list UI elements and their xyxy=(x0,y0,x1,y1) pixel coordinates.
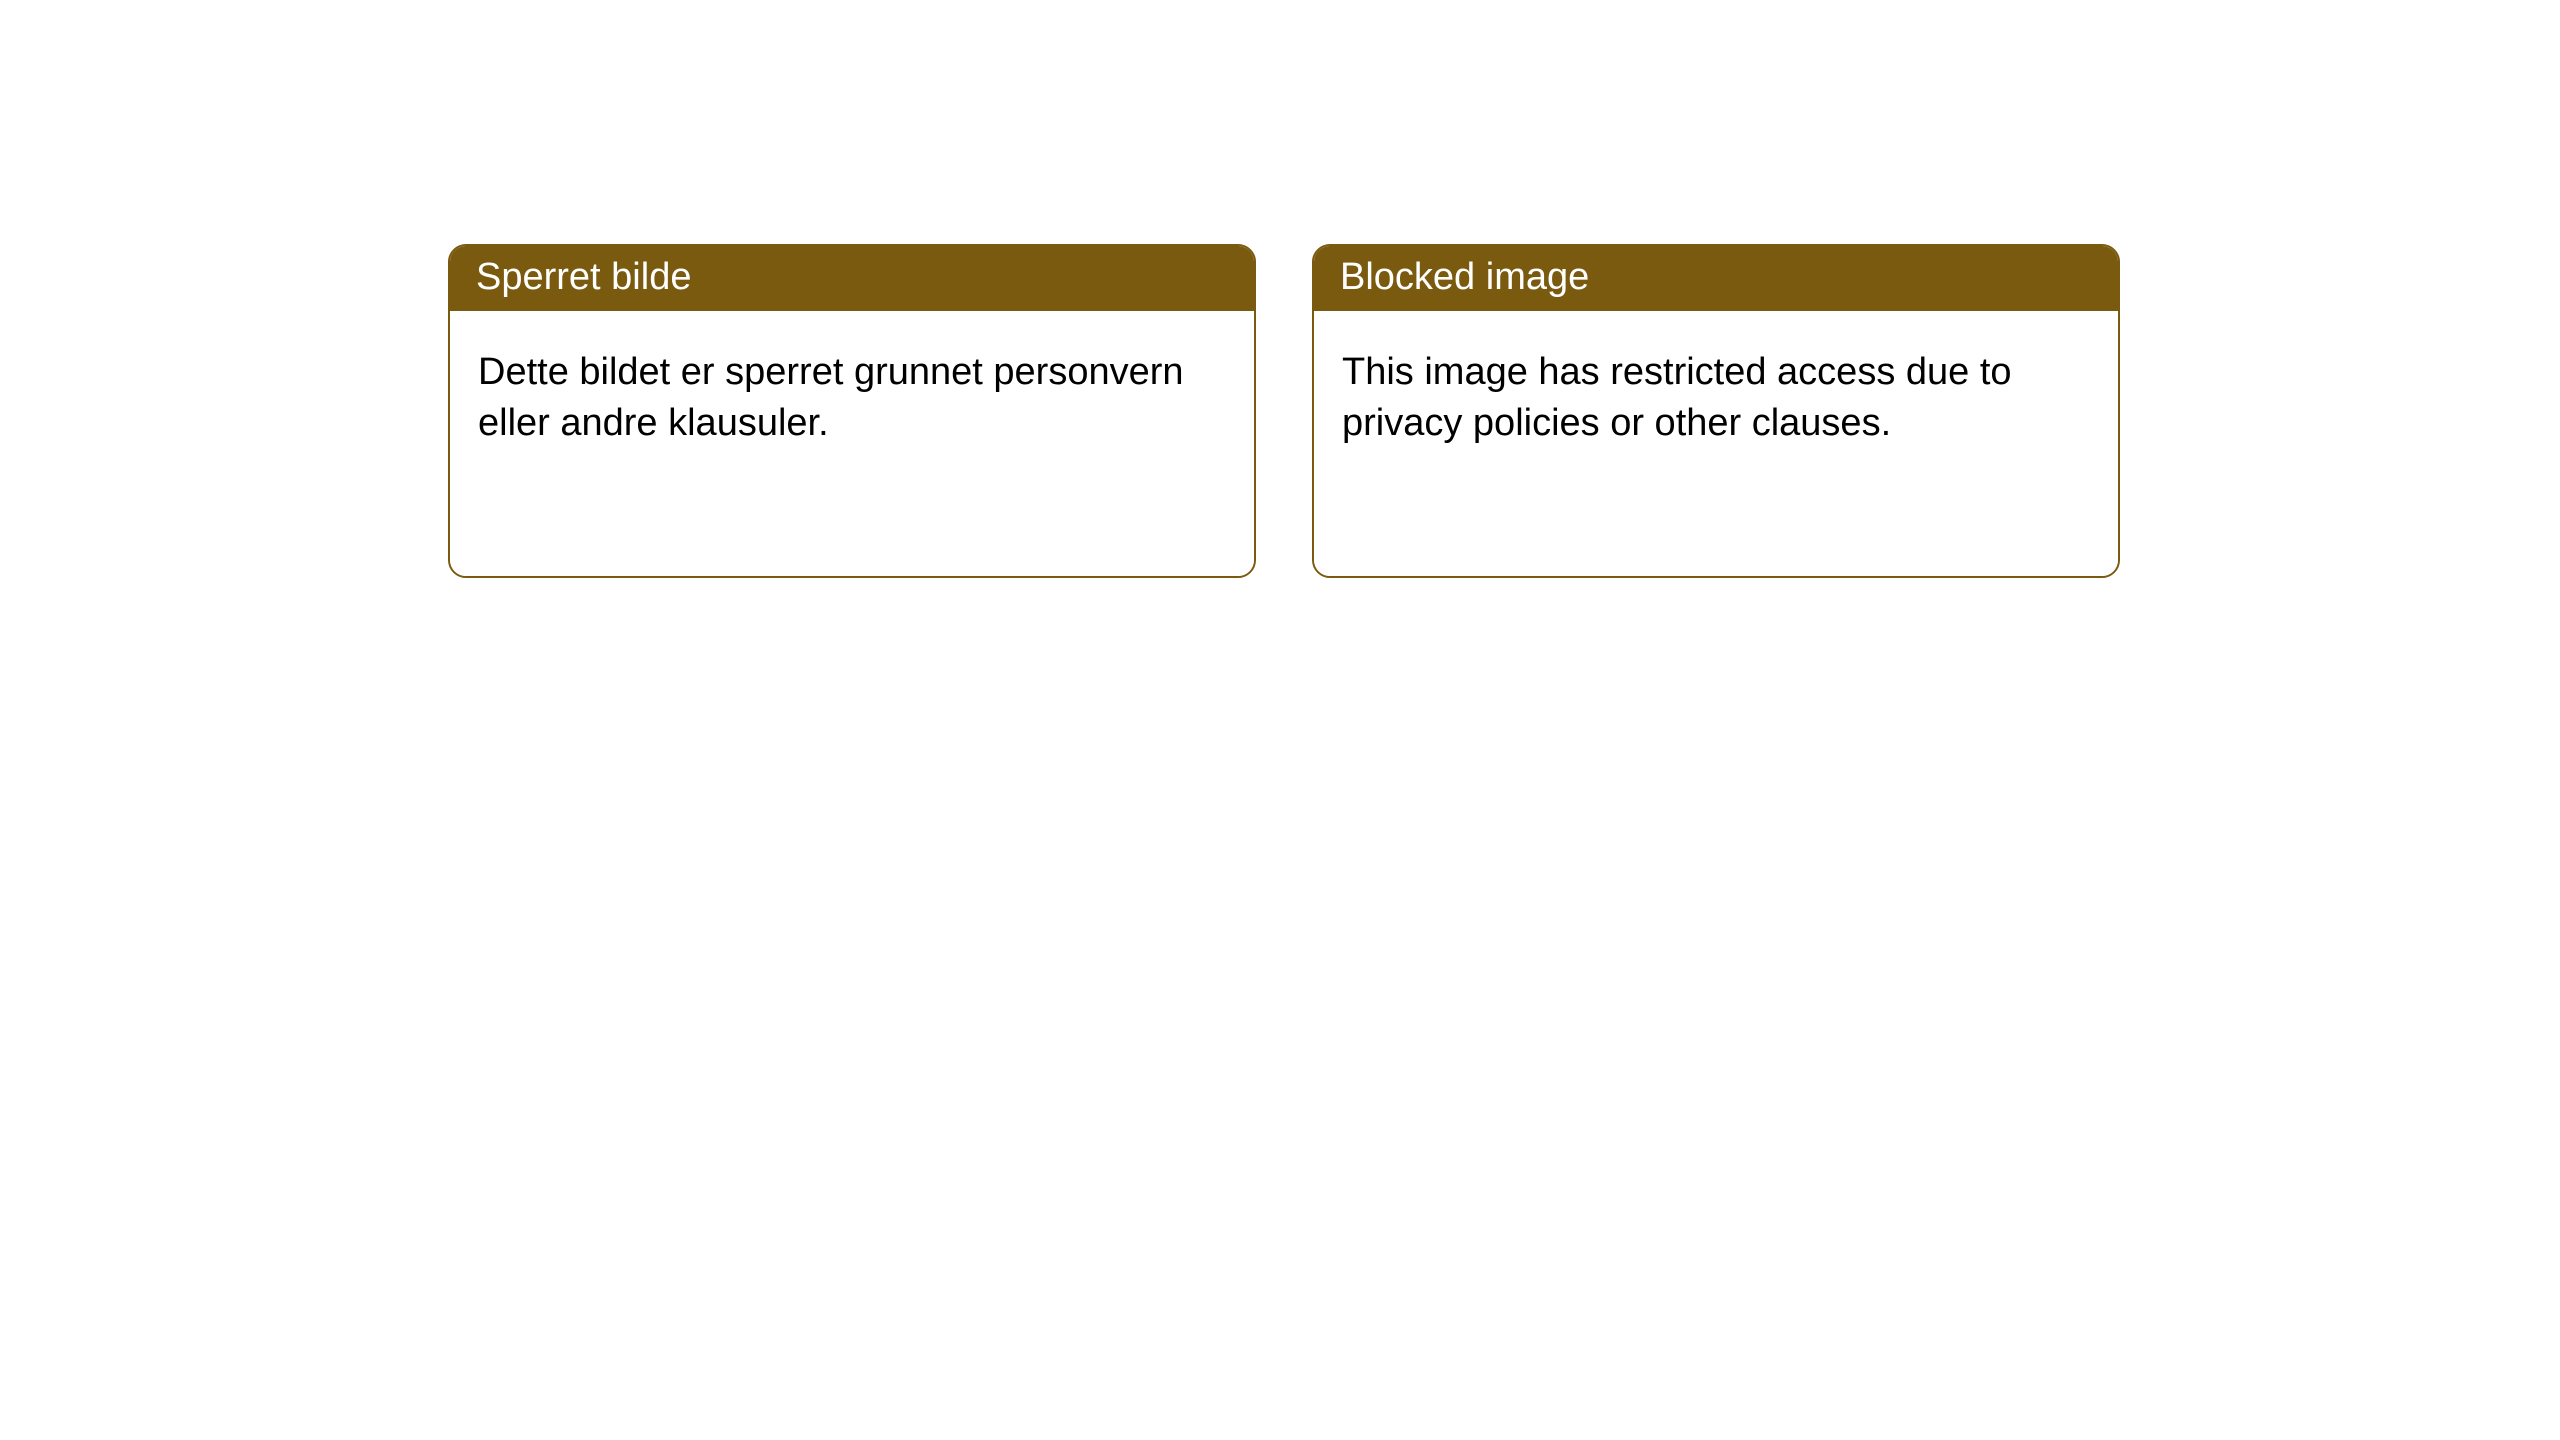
notice-card-body: This image has restricted access due to … xyxy=(1314,311,2118,576)
notice-card-norwegian: Sperret bilde Dette bildet er sperret gr… xyxy=(448,244,1256,578)
notice-card-body: Dette bildet er sperret grunnet personve… xyxy=(450,311,1254,576)
notice-container: Sperret bilde Dette bildet er sperret gr… xyxy=(0,0,2560,578)
notice-card-title: Sperret bilde xyxy=(450,246,1254,311)
notice-card-title: Blocked image xyxy=(1314,246,2118,311)
notice-card-english: Blocked image This image has restricted … xyxy=(1312,244,2120,578)
